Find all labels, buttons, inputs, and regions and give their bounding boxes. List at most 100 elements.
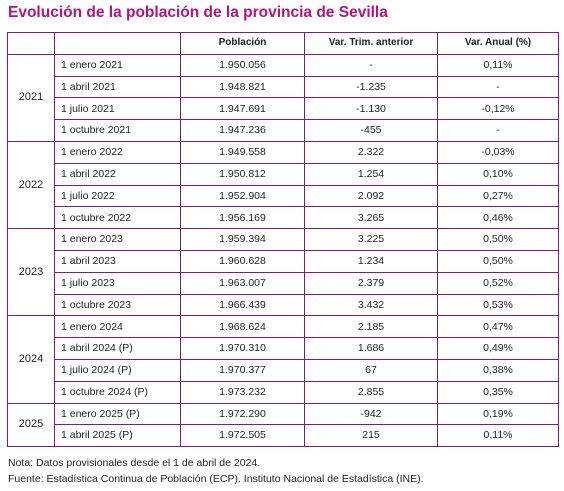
var-anual-cell: 0,53%: [437, 293, 559, 317]
var-trim-cell: 2.185: [304, 315, 438, 339]
population-cell: 1.970.377: [180, 358, 305, 382]
table-row: 1 abril 2022 1.950.812 1.254 0,10%: [8, 162, 559, 186]
var-trim-cell: 3.265: [304, 206, 438, 230]
period-cell: 1 octubre 2023: [54, 293, 181, 317]
var-trim-cell: 2.322: [304, 140, 438, 164]
population-cell: 1.948.821: [180, 75, 305, 99]
year-cell: 2025: [7, 402, 55, 448]
period-cell: 1 abril 2025 (P): [54, 424, 181, 448]
var-trim-cell: -455: [304, 119, 438, 142]
var-anual-cell: 0,47%: [437, 315, 559, 339]
table-row: 1 abril 2024 (P) 1.970.310 1.686 0,49%: [8, 337, 559, 360]
var-anual-cell: -: [437, 75, 559, 99]
var-trim-cell: -1.130: [304, 97, 438, 121]
period-cell: 1 julio 2022: [54, 184, 181, 208]
var-anual-cell: 0,19%: [437, 402, 559, 426]
table-row: 1 julio 2021 1.947.691 -1.130 -0,12%: [8, 97, 559, 121]
period-cell: 1 octubre 2024 (P): [54, 380, 181, 404]
period-cell: 1 enero 2024: [54, 315, 181, 339]
table-row: 1 abril 2025 (P) 1.972.505 215 0,11%: [8, 424, 559, 448]
var-anual-cell: 0,49%: [437, 337, 559, 360]
table-row: 1 abril 2021 1.948.821 -1.235-: [8, 75, 559, 99]
population-cell: 1.972.290: [180, 402, 305, 426]
table-body: 2021 1 enero 2021 1.950.056-0,11% 1 abril 2…: [7, 53, 559, 448]
var-trim-cell: 3.225: [304, 228, 438, 251]
population-cell: 1.970.310: [180, 337, 305, 360]
period-cell: 1 enero 2022: [54, 140, 181, 164]
table-row: 1 julio 2023 1.963.007 2.379 0,52%: [8, 271, 559, 295]
source-note: Fuente: Estadística Continua de Població…: [8, 473, 424, 485]
table-row: 1 octubre 2024 (P) 1.973.232 2.855 0,35%: [8, 380, 559, 404]
population-cell: 1.968.624: [180, 315, 305, 339]
var-trim-cell: -1.235: [304, 75, 438, 99]
column-header-period: [54, 32, 181, 55]
table-row: 1 octubre 2022 1.956.169 3.265 0,46%: [8, 206, 559, 230]
var-trim-cell: -: [304, 53, 438, 77]
var-anual-cell: 0,35%: [437, 380, 559, 404]
var-trim-cell: 67: [304, 358, 438, 382]
var-anual-cell: 0,46%: [437, 206, 559, 230]
period-cell: 1 abril 2023: [54, 249, 181, 273]
var-trim-cell: 1.686: [304, 337, 438, 360]
var-anual-cell: 0,50%: [437, 228, 559, 251]
var-anual-cell: -0,12%: [437, 97, 559, 121]
population-cell: 1.950.056: [180, 53, 305, 77]
year-cell: 2021: [7, 53, 55, 142]
column-header-year: [7, 32, 55, 55]
year-cell: 2023: [7, 228, 55, 317]
period-cell: 1 octubre 2022: [54, 206, 181, 230]
var-trim-cell: 215: [304, 424, 438, 448]
period-cell: 1 enero 2021: [54, 53, 181, 77]
table-row: 1 octubre 2023 1.966.439 3.432 0,53%: [8, 293, 559, 317]
period-cell: 1 enero 2025 (P): [54, 402, 181, 426]
var-anual-cell: 0,50%: [437, 249, 559, 273]
table-row: 1 julio 2022 1.952.904 2.092 0,27%: [8, 184, 559, 208]
var-anual-cell: 0,10%: [437, 162, 559, 186]
population-cell: 1.956.169: [180, 206, 305, 230]
period-cell: 1 julio 2021: [54, 97, 181, 121]
var-trim-cell: 1.254: [304, 162, 438, 186]
var-trim-cell: 1.234: [304, 249, 438, 273]
footnote: Nota: Datos provisionales desde el 1 de …: [8, 457, 261, 469]
population-cell: 1.966.439: [180, 293, 305, 317]
var-anual-cell: 0,11%: [437, 424, 559, 448]
table-row: 2025 1 enero 2025 (P) 1.972.290 -942 0,19%: [7, 402, 559, 448]
var-anual-cell: 0,27%: [437, 184, 559, 208]
period-cell: 1 julio 2023: [54, 271, 181, 295]
table-row: 2021 1 enero 2021 1.950.056-0,11%: [7, 53, 559, 142]
population-cell: 1.952.904: [180, 184, 305, 208]
var-anual-cell: 0,38%: [437, 358, 559, 382]
page-title: Evolución de la población de la provinci…: [8, 4, 388, 21]
period-cell: 1 octubre 2021: [54, 119, 181, 142]
table-row: 2023 1 enero 2023 1.959.394 3.225 0,50%: [7, 228, 559, 317]
table-row: 1 julio 2024 (P) 1.970.377 67 0,38%: [8, 358, 559, 382]
var-anual-cell: 0,11%: [437, 53, 559, 77]
var-anual-cell: -0,03%: [437, 140, 559, 164]
population-cell: 1.973.232: [180, 380, 305, 404]
year-cell: 2022: [7, 140, 55, 230]
population-cell: 1.949.558: [180, 140, 305, 164]
period-cell: 1 abril 2024 (P): [54, 337, 181, 360]
population-cell: 1.963.007: [180, 271, 305, 295]
column-header-population: Población: [180, 32, 305, 55]
var-anual-cell: 0,52%: [437, 271, 559, 295]
period-cell: 1 abril 2021: [54, 75, 181, 99]
table-row: 1 octubre 2021 1.947.236 -455-: [8, 119, 559, 142]
var-anual-cell: -: [437, 119, 559, 142]
period-cell: 1 julio 2024 (P): [54, 358, 181, 382]
population-cell: 1.960.628: [180, 249, 305, 273]
population-table: Población Var. Trim. anterior Var. Anual…: [7, 32, 559, 448]
table-row: 1 abril 2023 1.960.628 1.234 0,50%: [8, 249, 559, 273]
var-trim-cell: 2.092: [304, 184, 438, 208]
population-cell: 1.947.691: [180, 97, 305, 121]
var-trim-cell: -942: [304, 402, 438, 426]
var-trim-cell: 2.379: [304, 271, 438, 295]
population-cell: 1.950.812: [180, 162, 305, 186]
table-header-row: Población Var. Trim. anterior Var. Anual…: [7, 32, 559, 55]
var-trim-cell: 3.432: [304, 293, 438, 317]
table-row: 2022 1 enero 2022 1.949.558 2.322 -0,03%: [7, 140, 559, 230]
population-cell: 1.972.505: [180, 424, 305, 448]
column-header-var-anual: Var. Anual (%): [437, 32, 559, 55]
period-cell: 1 enero 2023: [54, 228, 181, 251]
table-row: 2024 1 enero 2024 1.968.624 2.185 0,47%: [7, 315, 559, 404]
